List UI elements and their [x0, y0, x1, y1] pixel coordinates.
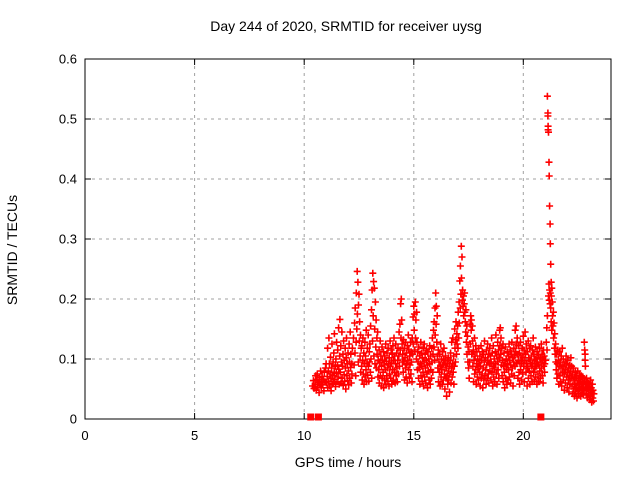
y-tick-label: 0.1 [59, 352, 77, 367]
chart-title: Day 244 of 2020, SRMTID for receiver uys… [210, 18, 482, 34]
y-tick-label: 0.6 [59, 52, 77, 67]
zero-square-marker [307, 413, 315, 421]
zero-square-marker [537, 413, 545, 421]
x-tick-label: 20 [516, 428, 530, 443]
x-tick-label: 5 [191, 428, 198, 443]
plot-border [84, 58, 612, 420]
plus-markers [309, 92, 598, 406]
y-tick-label: 0.2 [59, 292, 77, 307]
zero-square-marker [314, 413, 322, 421]
data-points-series [307, 92, 598, 421]
x-tick-label: 10 [297, 428, 311, 443]
y-axis-label: SRMTID / TECUs [4, 195, 20, 305]
y-tick-label: 0.4 [59, 172, 77, 187]
tick-labels: 0 5 10 15 20 0 0.1 0.2 0.3 0.4 0.5 0.6 [59, 52, 531, 444]
y-tick-label: 0.5 [59, 112, 77, 127]
y-tick-label: 0.3 [59, 232, 77, 247]
y-tick-label: 0 [70, 412, 77, 427]
x-tick-label: 0 [81, 428, 88, 443]
x-tick-label: 15 [407, 428, 421, 443]
x-axis-label: GPS time / hours [295, 454, 402, 470]
